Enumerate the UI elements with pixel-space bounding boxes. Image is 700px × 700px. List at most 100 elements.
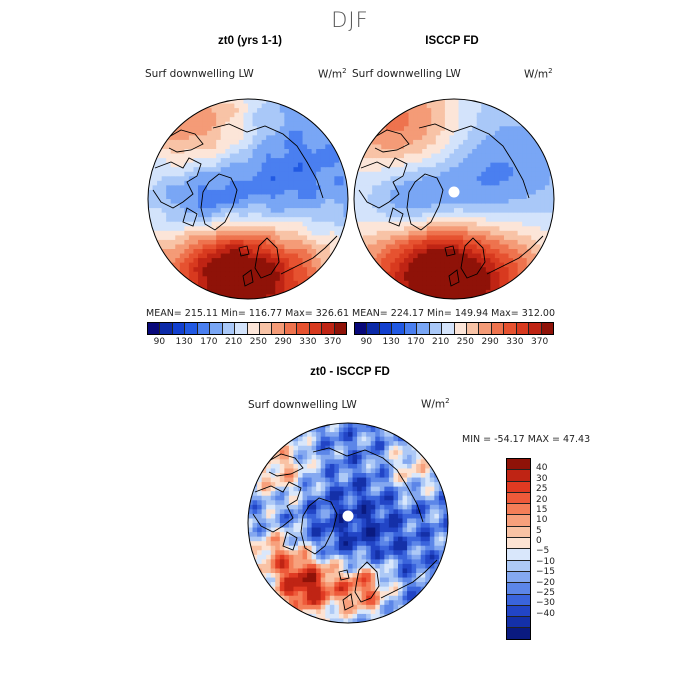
field-cell — [407, 532, 413, 538]
field-cell — [298, 600, 304, 606]
field-cell — [435, 267, 441, 273]
field-cell — [379, 523, 385, 529]
field-cell — [152, 176, 158, 182]
field-cell — [220, 244, 226, 250]
field-cell — [376, 153, 382, 159]
field-cell — [261, 117, 267, 123]
field-cell — [229, 135, 235, 141]
field-cell — [248, 158, 254, 164]
field-cell — [370, 573, 376, 579]
field-cell — [334, 509, 340, 515]
field-cell — [270, 103, 276, 109]
field-cell — [354, 162, 360, 168]
field-cell — [481, 121, 487, 127]
field-cell — [454, 144, 460, 150]
field-cell — [449, 280, 455, 286]
field-cell — [293, 153, 299, 159]
field-cell — [476, 176, 482, 182]
field-cell — [361, 573, 367, 579]
field-cell — [302, 249, 308, 255]
field-cell — [485, 262, 491, 268]
field-cell — [284, 162, 290, 168]
field-cell — [435, 189, 441, 196]
field-cell — [175, 167, 181, 173]
field-cell — [504, 267, 510, 273]
field-cell — [416, 527, 422, 533]
field-cell — [325, 203, 331, 209]
field-cell — [357, 568, 363, 574]
field-cell — [320, 180, 326, 186]
field-cell — [531, 230, 537, 236]
field-cell — [257, 504, 263, 510]
field-cell — [329, 618, 335, 623]
field-cell — [379, 459, 385, 465]
field-cell — [288, 473, 295, 479]
field-cell — [257, 126, 263, 132]
field-cell — [275, 276, 281, 282]
field-cell — [266, 189, 272, 196]
field-cell — [348, 573, 354, 579]
field-cell — [334, 180, 340, 186]
field-cell — [270, 577, 276, 583]
field-cell — [385, 121, 391, 127]
field-cell — [429, 550, 435, 556]
field-cell — [161, 176, 167, 182]
field-cell — [320, 463, 326, 470]
field-cell — [463, 235, 469, 241]
field-cell — [443, 536, 448, 542]
field-cell — [407, 536, 413, 542]
field-cell — [184, 130, 190, 136]
field-cell — [293, 545, 299, 551]
field-cell — [513, 149, 519, 155]
field-cell — [367, 189, 373, 196]
field-cell — [288, 450, 295, 456]
field-cell — [284, 563, 290, 570]
field-cell — [325, 239, 331, 246]
field-cell — [490, 108, 496, 114]
field-cell — [435, 139, 441, 146]
field-cell — [361, 554, 367, 560]
field-cell — [393, 491, 399, 497]
field-cell — [426, 235, 432, 241]
field-cell — [202, 212, 208, 218]
field-cell — [376, 217, 382, 223]
field-cell — [216, 180, 222, 186]
field-cell — [513, 185, 519, 191]
field-cell — [458, 267, 464, 273]
field-cell — [193, 130, 199, 136]
field-cell — [463, 249, 469, 255]
field-cell — [522, 167, 528, 173]
field-cell — [288, 495, 295, 501]
field-cell — [252, 108, 258, 114]
field-cell — [449, 108, 455, 114]
field-cell — [407, 445, 413, 451]
field-cell — [372, 230, 378, 236]
field-cell — [266, 176, 272, 182]
field-cell — [216, 289, 222, 296]
field-cell — [298, 130, 304, 136]
field-cell — [388, 550, 395, 556]
field-cell — [463, 294, 469, 299]
field-cell — [311, 545, 317, 551]
field-cell — [234, 117, 240, 123]
field-cell — [363, 185, 369, 191]
field-cell — [261, 203, 267, 209]
field-cell — [357, 509, 363, 515]
field-cell — [417, 244, 423, 250]
field-cell — [420, 491, 426, 497]
field-cell — [302, 235, 308, 241]
field-cell — [458, 153, 464, 159]
field-cell — [284, 121, 290, 127]
field-cell — [467, 189, 473, 196]
field-cell — [152, 185, 158, 191]
field-cell — [379, 450, 385, 456]
field-cell — [526, 199, 532, 205]
field-cell — [198, 144, 204, 150]
field-cell — [435, 126, 441, 132]
field-cell — [408, 262, 414, 268]
field-cell — [417, 199, 423, 205]
field-cell — [234, 176, 240, 182]
field-cell — [320, 604, 326, 610]
field-cell — [426, 185, 432, 191]
field-cell — [384, 600, 390, 606]
